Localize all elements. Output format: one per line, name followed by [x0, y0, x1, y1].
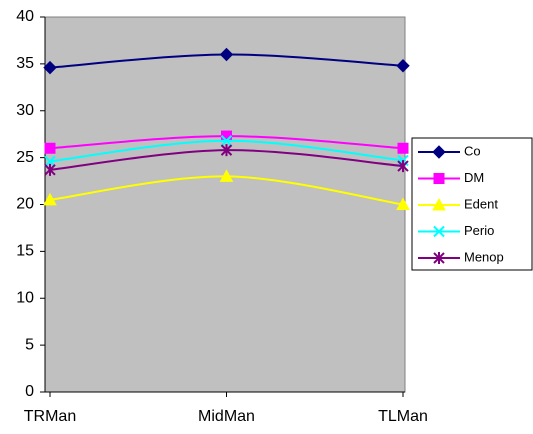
y-tick-label: 20	[16, 196, 34, 213]
x-tick-label: MidMan	[198, 408, 255, 425]
marker	[220, 135, 233, 147]
legend-label: DM	[464, 170, 484, 185]
marker	[433, 252, 445, 264]
marker	[43, 60, 57, 75]
marker	[44, 163, 56, 176]
marker	[397, 142, 409, 154]
y-tick-label: 5	[25, 336, 34, 353]
marker	[433, 173, 445, 184]
marker	[433, 225, 445, 238]
legend-label: Perio	[464, 223, 494, 238]
marker	[397, 160, 409, 173]
x-tick-label: TLMan	[378, 408, 428, 425]
plot-area	[44, 16, 406, 393]
y-tick-label: 30	[16, 102, 34, 119]
marker	[43, 192, 57, 206]
marker	[44, 155, 56, 168]
legend-label: Edent	[464, 196, 498, 211]
y-tick-label: 15	[16, 243, 34, 260]
marker	[219, 47, 234, 62]
legend: Co DM Edent Perio Menop	[411, 137, 533, 271]
marker	[220, 144, 233, 157]
y-tick-label: 10	[16, 289, 34, 306]
y-tick-label: 40	[16, 8, 34, 25]
legend-label: Co	[464, 143, 481, 158]
y-tick-label: 0	[25, 383, 34, 400]
y-tick-label: 35	[16, 55, 34, 72]
marker	[396, 197, 410, 210]
marker	[219, 169, 234, 182]
marker	[44, 142, 56, 154]
legend-label: Menop	[464, 249, 504, 264]
marker	[432, 197, 446, 211]
marker	[432, 145, 446, 159]
y-tick-label: 25	[16, 149, 34, 166]
marker	[396, 59, 410, 73]
x-tick-label: TRMan	[24, 408, 76, 425]
